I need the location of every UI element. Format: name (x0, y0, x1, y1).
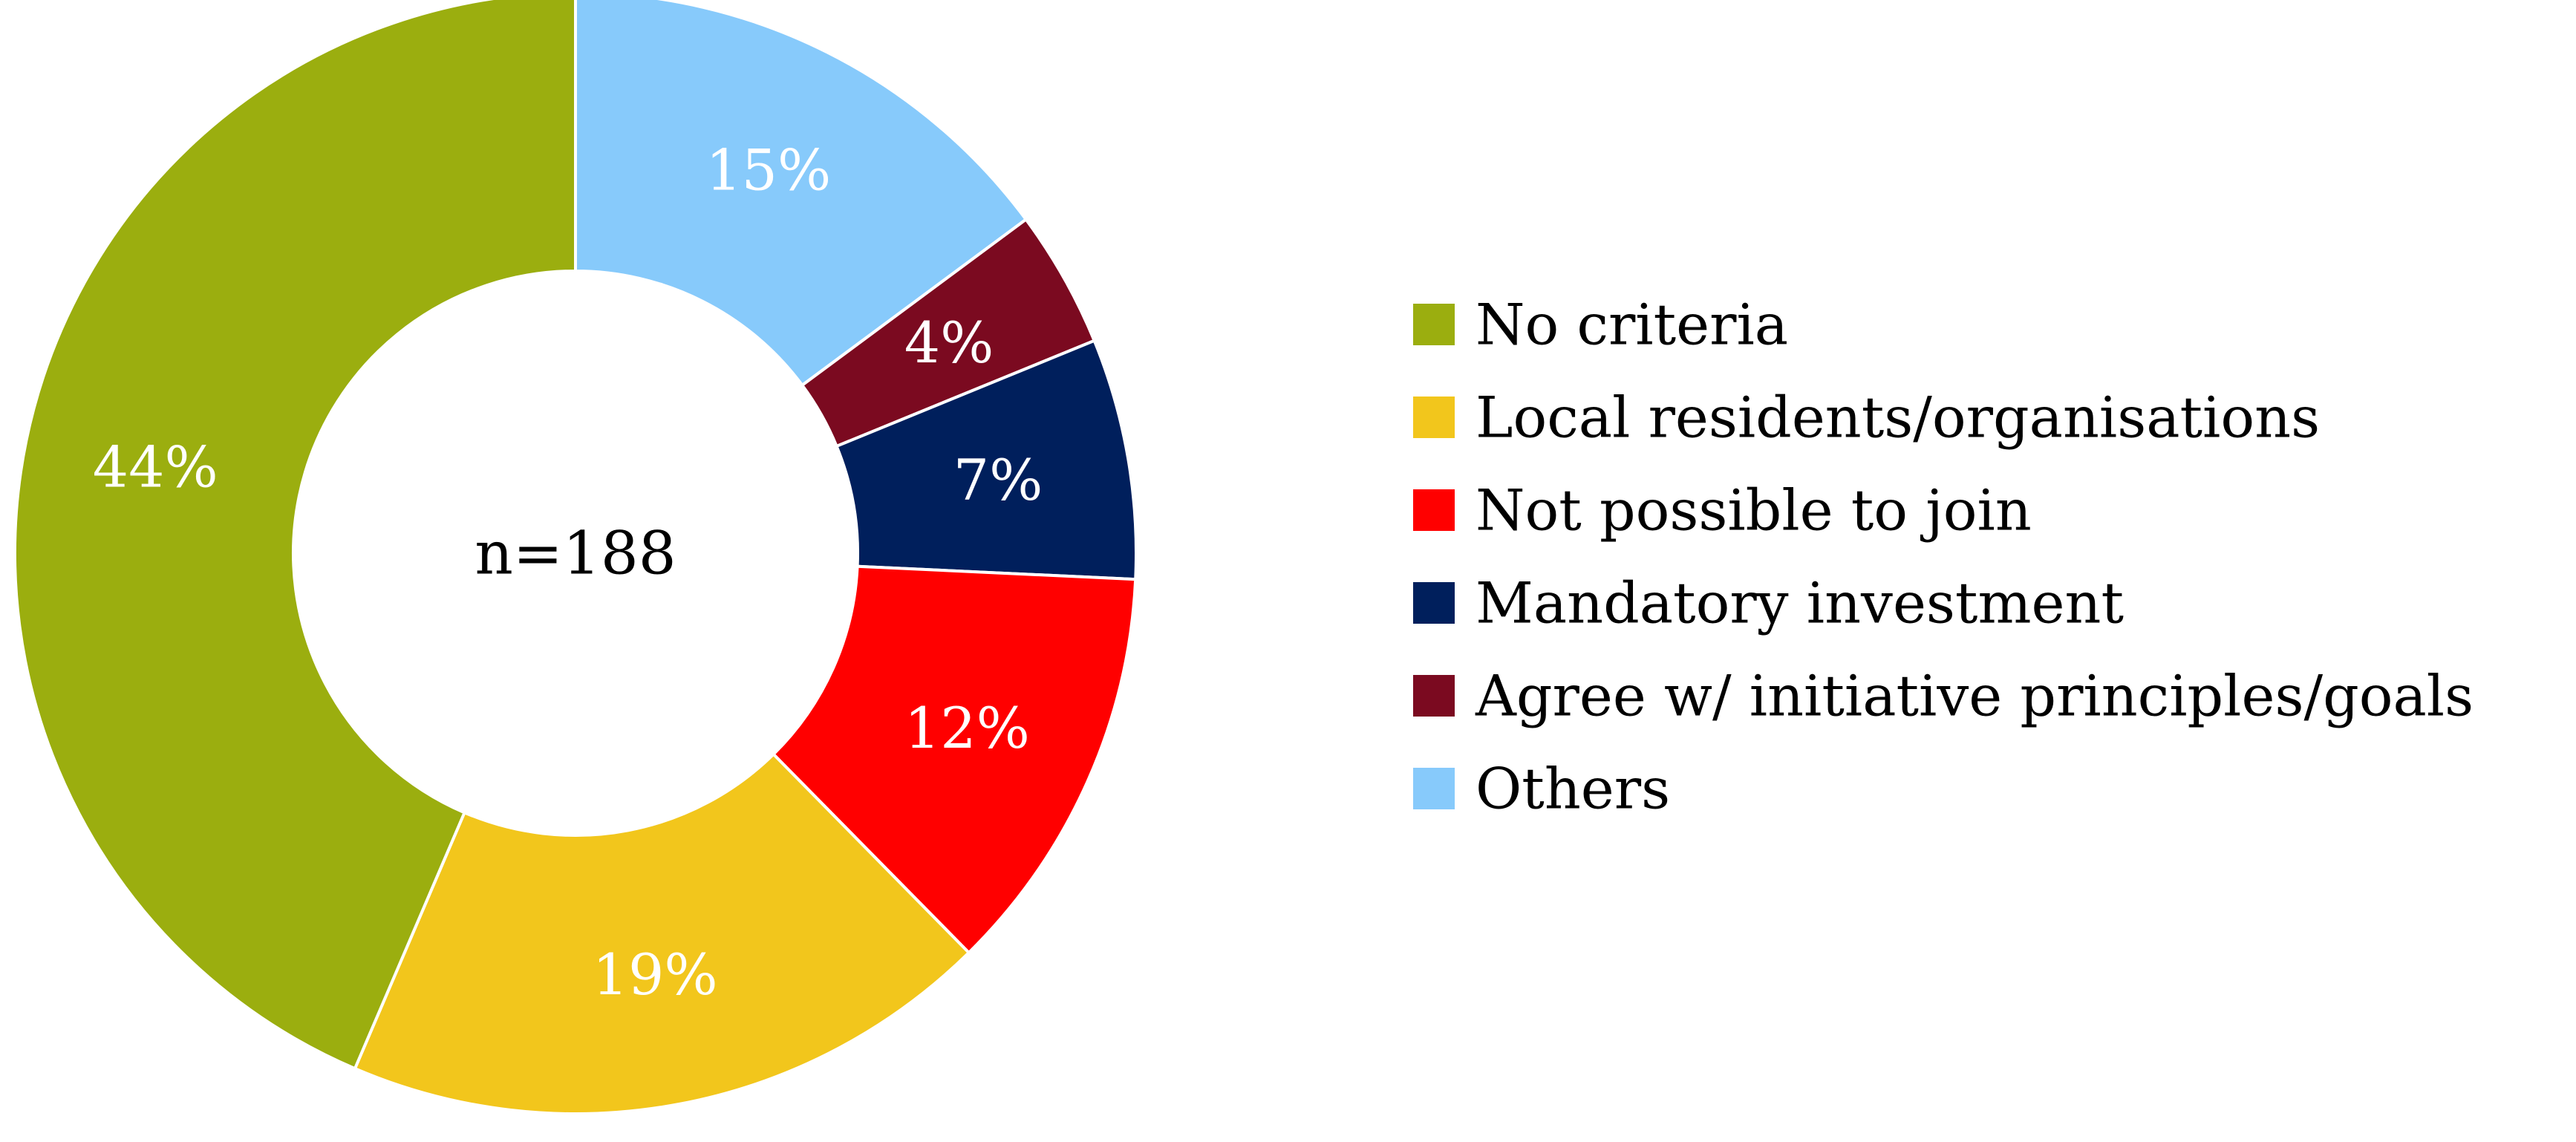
legend-item-no-criteria: No criteria (1413, 292, 1788, 358)
legend-label-local-residents-organisations: Local residents/organisations (1476, 385, 2320, 451)
slice-no-criteria (13, 0, 577, 1071)
legend-swatch-not-possible-to-join (1413, 489, 1455, 531)
slice-label-others: 15% (705, 137, 831, 203)
center-label: n=188 (475, 519, 676, 588)
legend-swatch-agree-w-initiative-principles-goals (1413, 675, 1455, 717)
legend-item-not-possible-to-join: Not possible to join (1413, 477, 2032, 544)
legend-label-agree-w-initiative-principles-goals: Agree w/ initiative principles/goals (1475, 663, 2474, 729)
legend-swatch-no-criteria (1413, 304, 1455, 345)
legend-label-mandatory-investment: Mandatory investment (1476, 570, 2124, 636)
legend-item-others: Others (1413, 756, 1670, 822)
slice-label-not-possible-to-join: 12% (904, 695, 1030, 761)
slice-labels: 15% 4% 7% 12% 19% 44% (93, 137, 1043, 1008)
legend-item-agree-w-initiative-principles-goals: Agree w/ initiative principles/goals (1413, 663, 2474, 729)
legend-label-others: Others (1476, 756, 1670, 822)
legend-swatch-local-residents-organisations (1413, 397, 1455, 438)
legend: No criteria Local residents/organisations… (1413, 292, 2474, 822)
legend-swatch-others (1413, 768, 1455, 809)
slice-not-possible-to-join (771, 564, 1138, 955)
slice-label-local-residents-organisations: 19% (593, 942, 718, 1008)
slice-label-mandatory-investment: 7% (953, 447, 1043, 513)
legend-swatch-mandatory-investment (1413, 582, 1455, 624)
slice-others (574, 0, 1028, 388)
donut-slices (13, 0, 1138, 1115)
legend-item-local-residents-organisations: Local residents/organisations (1413, 385, 2320, 451)
slice-label-no-criteria: 44% (93, 434, 218, 500)
legend-label-no-criteria: No criteria (1476, 292, 1788, 358)
legend-label-not-possible-to-join: Not possible to join (1476, 477, 2032, 544)
slice-label-agree-w-initiative-principles-goals: 4% (904, 310, 994, 376)
legend-item-mandatory-investment: Mandatory investment (1413, 570, 2124, 636)
slice-local-residents-organisations (353, 751, 971, 1115)
